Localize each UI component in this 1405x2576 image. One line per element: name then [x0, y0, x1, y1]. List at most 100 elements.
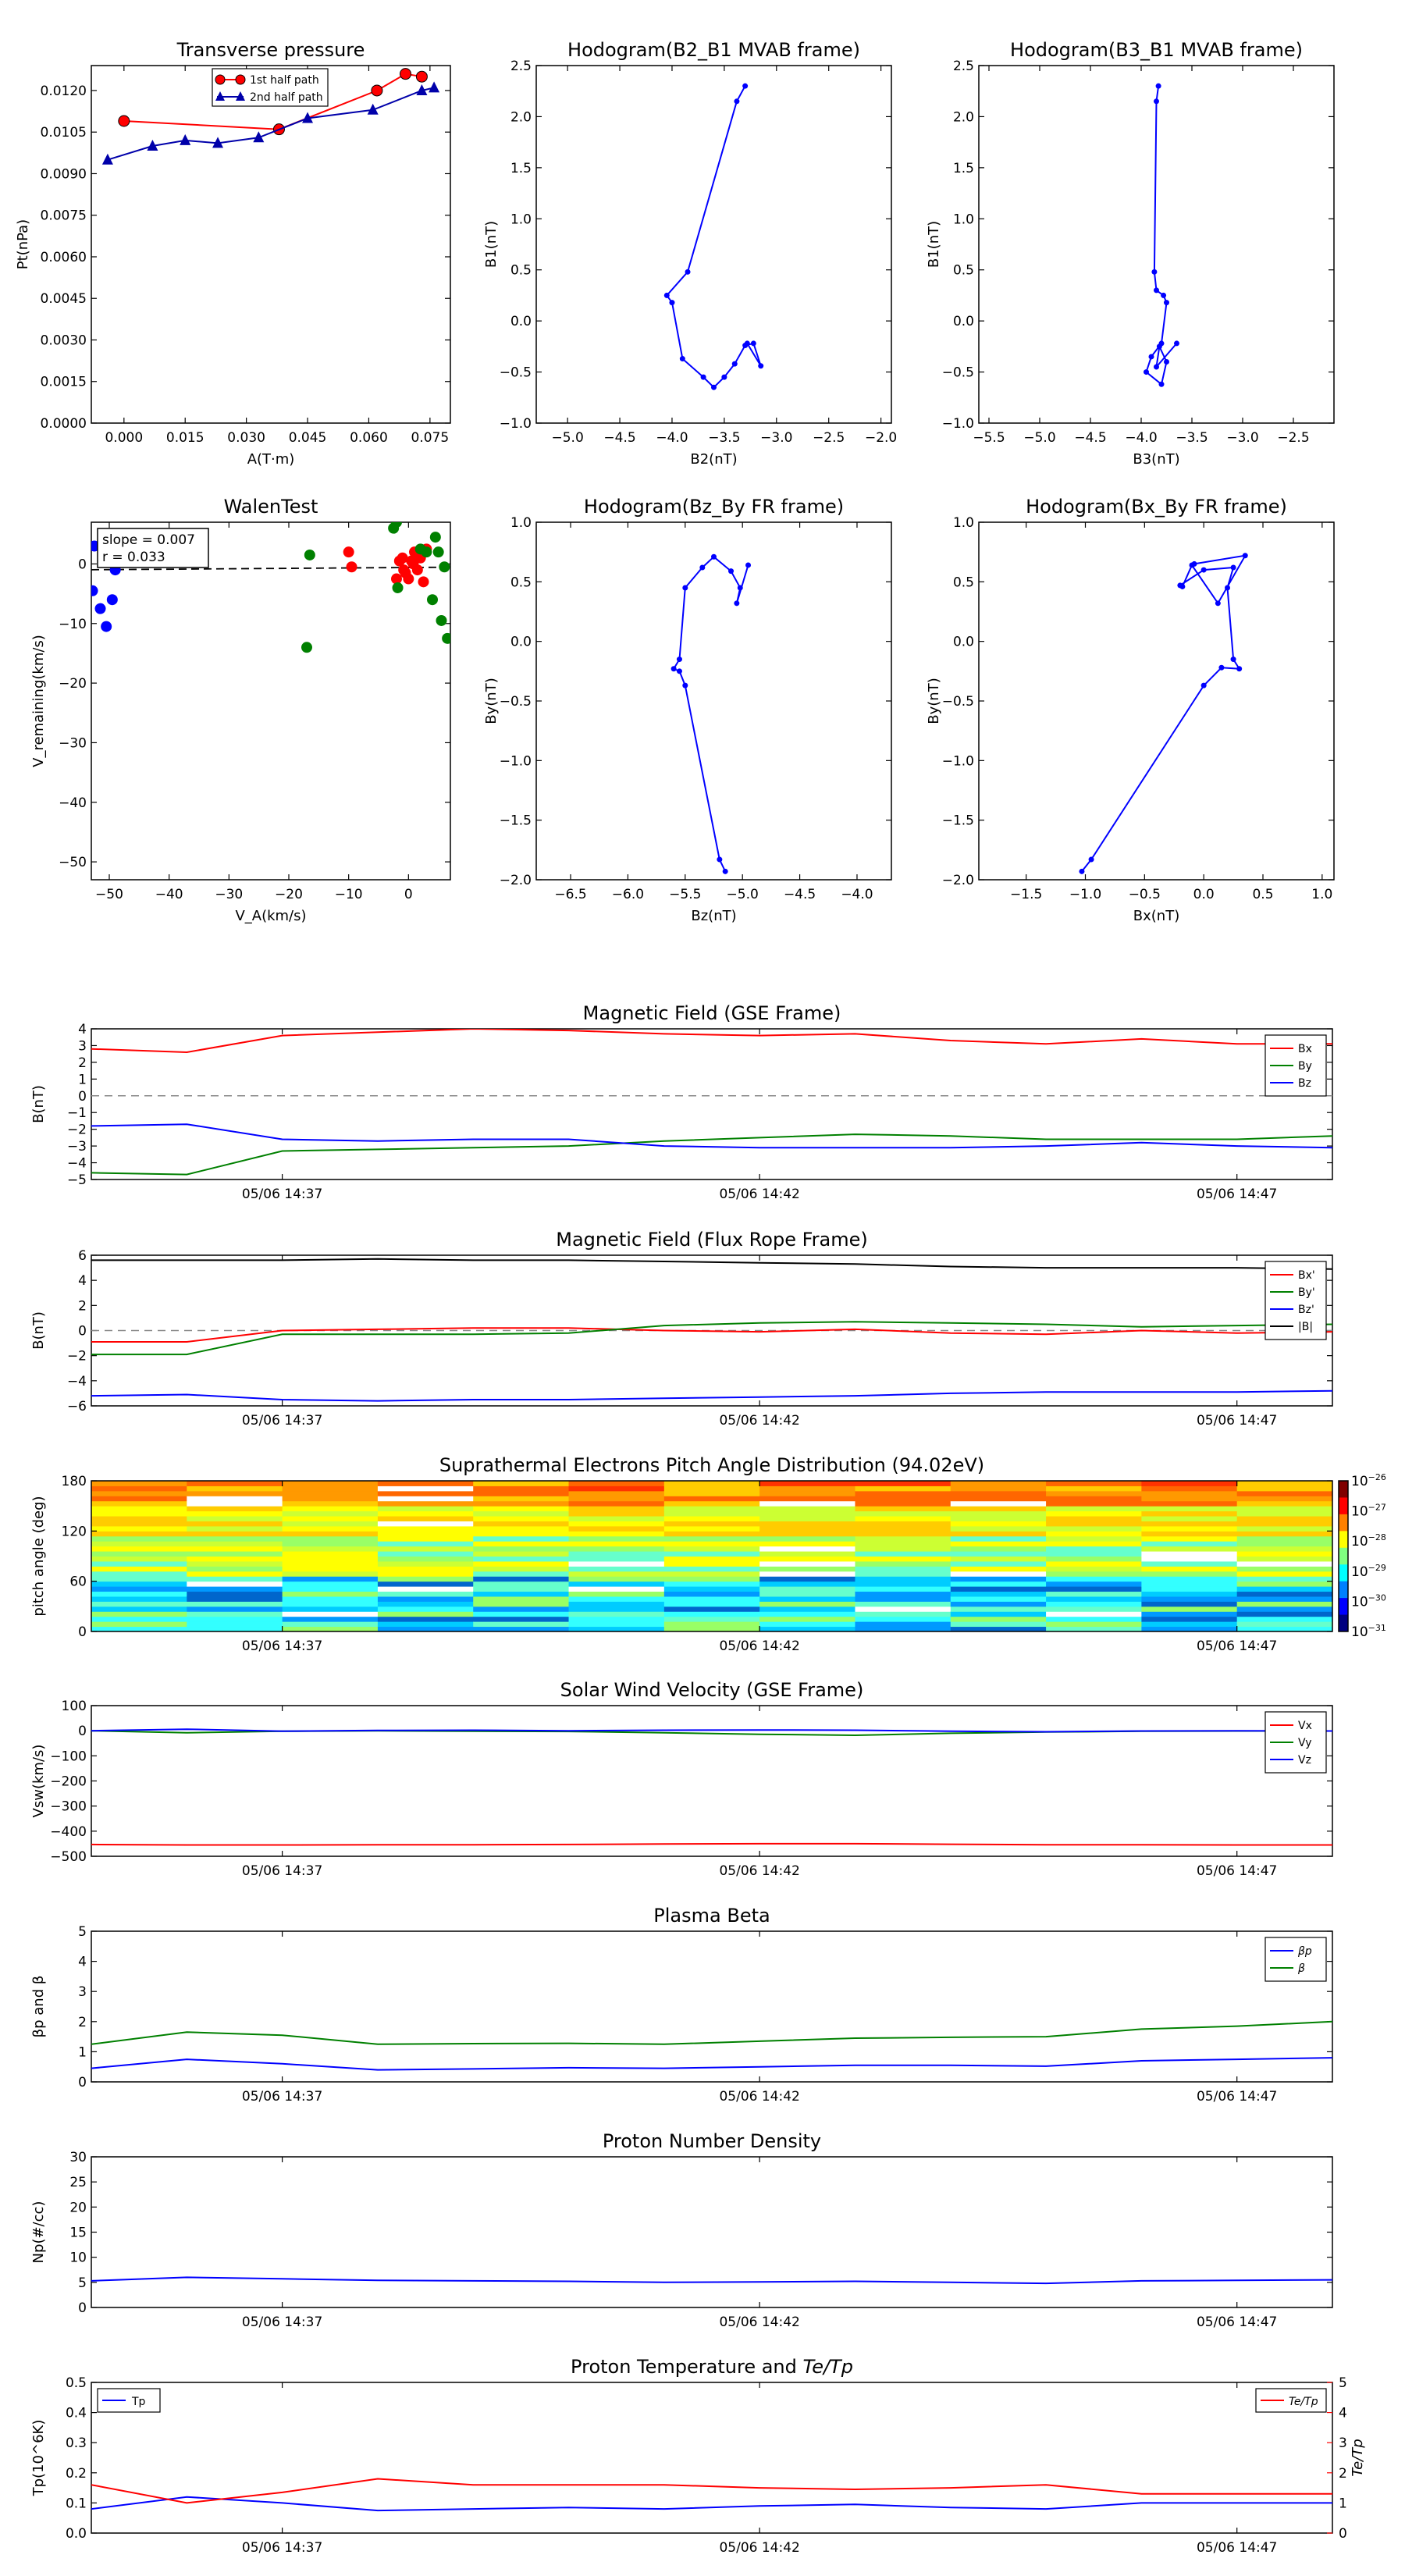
data-point	[1225, 585, 1230, 591]
legend: Vx Vy Vz	[1264, 1711, 1327, 1774]
heatmap-cell	[950, 1506, 1047, 1512]
legend-label: By	[1298, 1060, 1312, 1073]
heatmap-cell	[91, 1560, 187, 1567]
heatmap-cell	[568, 1546, 665, 1552]
heatmap-cell	[1141, 1601, 1238, 1607]
data-point	[367, 103, 379, 115]
data-point	[745, 562, 752, 568]
heatmap-cell	[473, 1576, 570, 1582]
heatmap-cell	[568, 1596, 665, 1602]
heatmap-cell	[1236, 1616, 1332, 1622]
x-tick-label: 05/06 14:37	[242, 1413, 322, 1429]
heatmap-cell	[568, 1551, 665, 1557]
heatmap-cell	[1141, 1551, 1238, 1557]
legend-left: Tp	[97, 2388, 161, 2413]
y-tick-label: −40	[59, 795, 87, 811]
heatmap-cell	[1236, 1521, 1332, 1527]
heatmap-cell	[1236, 1551, 1332, 1557]
colorbar-label: 10−30	[1351, 1592, 1386, 1610]
plot-area	[1079, 553, 1248, 874]
data-point	[679, 356, 685, 362]
y-tick-label: −400	[50, 1824, 87, 1840]
heatmap-cell	[1236, 1586, 1332, 1592]
legend-label: Bx'	[1298, 1269, 1315, 1282]
series-line-series-0	[1081, 554, 1247, 872]
heatmap-cell	[1236, 1546, 1332, 1552]
colorbar-band	[1339, 1514, 1348, 1532]
x-tick-label: −4.5	[1074, 430, 1106, 446]
heatmap-cell	[282, 1525, 379, 1532]
heatmap-cell	[568, 1525, 665, 1532]
heatmap-cell	[950, 1535, 1047, 1542]
heatmap-cell	[187, 1591, 283, 1597]
heatmap-cell	[950, 1571, 1047, 1577]
legend-frame	[1264, 1261, 1327, 1340]
annotation-slope: slope = 0.007	[102, 532, 195, 548]
legend-label: Tp	[131, 2396, 146, 2408]
heatmap-cell	[91, 1586, 187, 1592]
heatmap-cell	[568, 1621, 665, 1628]
chart-title: Hodogram(B2_B1 MVAB frame)	[567, 39, 860, 61]
legend-frame	[1264, 1937, 1327, 1982]
y-axis-label: B(nT)	[30, 1311, 47, 1350]
hodogram-bxby-panel: Hodogram(Bx_By FR frame) −1.5 −1.0 −0.5 0.0 0…	[926, 496, 1335, 924]
heatmap-cell	[568, 1566, 665, 1572]
y-axis-label: βp and β	[30, 1976, 47, 2038]
x-tick-label: −6.0	[612, 887, 644, 902]
heatmap-cell	[91, 1535, 187, 1542]
heatmap-cell	[1141, 1576, 1238, 1582]
x-tick-label: 0.060	[350, 430, 388, 446]
y-tick-label: 0.0	[953, 635, 974, 650]
y-tick-label: 1.0	[510, 212, 532, 227]
heatmap-cell	[568, 1531, 665, 1537]
data-point	[685, 269, 691, 275]
heatmap-cell	[91, 1521, 187, 1527]
data-point	[734, 98, 740, 105]
heatmap-cell	[759, 1485, 855, 1492]
data-point	[1179, 583, 1186, 589]
heatmap-cell	[855, 1521, 951, 1527]
heatmap-cell	[187, 1571, 283, 1577]
y-tick-label: 6	[78, 1248, 87, 1264]
y-tick-label: 2.0	[510, 109, 532, 125]
y-tick-label: 0.5	[953, 263, 974, 279]
heatmap-cell	[855, 1535, 951, 1542]
data-point	[106, 594, 118, 606]
heatmap-cell	[377, 1596, 474, 1602]
heatmap-cell	[855, 1496, 951, 1502]
legend-marker	[236, 91, 245, 101]
heatmap-cell	[91, 1485, 187, 1492]
heatmap-cell	[91, 1571, 187, 1577]
heatmap-cell	[950, 1516, 1047, 1521]
heatmap-cell	[377, 1616, 474, 1622]
heatmap-cell	[759, 1541, 855, 1547]
plot-frame	[978, 65, 1335, 424]
heatmap-cell	[187, 1616, 283, 1622]
y-right-tick-label: 5	[1339, 2375, 1347, 2391]
data-point	[1088, 856, 1094, 863]
heatmap-cell	[187, 1546, 283, 1552]
heatmap-cell	[473, 1596, 570, 1602]
y-tick-label: 25	[69, 2175, 87, 2190]
heatmap-cell	[663, 1556, 760, 1562]
heatmap-cell	[91, 1551, 187, 1557]
heatmap-cell	[91, 1596, 187, 1602]
y-tick-label: −1	[67, 1105, 87, 1121]
legend: Bx By Bz	[1264, 1034, 1327, 1097]
data-point	[391, 573, 402, 585]
legend-marker	[235, 74, 246, 85]
legend-right: Te/Tp	[1255, 2388, 1327, 2413]
heatmap-cell	[282, 1506, 379, 1512]
heatmap-cell	[282, 1496, 379, 1502]
x-tick-label: −1.5	[1010, 887, 1042, 902]
heatmap-cell	[91, 1510, 187, 1517]
series-line-Tp	[91, 2496, 1332, 2512]
x-tick-label: 0.000	[105, 430, 143, 446]
heatmap-cell	[663, 1546, 760, 1552]
heatmap-cell	[91, 1531, 187, 1537]
heatmap-cell	[1046, 1611, 1142, 1617]
data-point	[371, 84, 383, 97]
heatmap-cell	[1141, 1581, 1238, 1587]
colorbar-frame	[1338, 1480, 1349, 1632]
y-tick-label: 4	[78, 1955, 87, 1970]
